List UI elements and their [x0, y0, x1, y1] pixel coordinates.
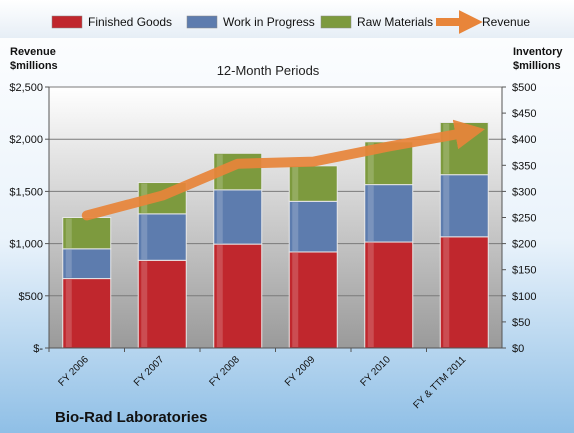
legend-label: Finished Goods — [88, 15, 172, 29]
bar-segment — [288, 251, 338, 349]
right-tick-label: $450 — [512, 108, 536, 120]
bar-highlight — [292, 166, 299, 201]
legend-label: Raw Materials — [357, 15, 433, 29]
right-tick-label: $400 — [512, 134, 536, 146]
plot-area — [49, 87, 502, 348]
bar-highlight — [65, 249, 72, 278]
bar-segment — [364, 184, 414, 243]
right-tick-label: $150 — [512, 265, 536, 277]
bar-segment — [213, 189, 263, 245]
left-tick-label: $1,500 — [9, 186, 43, 198]
bar-highlight — [443, 123, 450, 174]
bar-highlight — [367, 185, 374, 242]
bar-segment — [137, 259, 187, 349]
bar-segment — [62, 278, 112, 349]
company-name: Bio-Rad Laboratories — [55, 409, 208, 426]
right-axis-title-line1: Inventory — [513, 46, 563, 58]
right-tick-label: $50 — [512, 317, 530, 329]
bar-segment — [288, 200, 338, 253]
right-tick-label: $350 — [512, 160, 536, 172]
bar-highlight — [141, 214, 148, 260]
bar-highlight — [65, 279, 72, 347]
left-tick-label: $2,500 — [9, 82, 43, 94]
left-tick-label: $500 — [19, 291, 43, 303]
bar-highlight — [292, 252, 299, 347]
right-tick-label: $200 — [512, 239, 536, 251]
left-axis-title-line2: $millions — [10, 60, 58, 72]
bar-segment — [62, 217, 112, 250]
bar-segment — [439, 236, 489, 349]
subtitle: 12-Month Periods — [217, 63, 320, 78]
bar-segment — [137, 213, 187, 261]
legend-swatch — [320, 15, 352, 29]
bar-highlight — [367, 142, 374, 184]
bar-highlight — [443, 237, 450, 347]
legend-label: Work in Progress — [223, 15, 315, 29]
left-tick-label: $2,000 — [9, 134, 43, 146]
bar-highlight — [216, 190, 223, 244]
legend-swatch — [51, 15, 83, 29]
bar-highlight — [65, 218, 72, 248]
right-tick-label: $500 — [512, 82, 536, 94]
revenue-line-path — [81, 119, 485, 221]
bar-highlight — [292, 202, 299, 251]
bar-highlight — [216, 245, 223, 347]
revenue-line — [81, 119, 485, 221]
left-tick-label: $1,000 — [9, 239, 43, 251]
legend-label: Revenue — [482, 15, 530, 29]
legend: Finished Goods Work in Progress Raw Materi… — [0, 0, 574, 38]
bar-highlight — [141, 261, 148, 347]
left-axis-title-line1: Revenue — [10, 46, 56, 58]
right-axis-title-line2: $millions — [513, 60, 561, 72]
left-tick-label: $- — [33, 343, 43, 355]
bar-highlight — [367, 243, 374, 347]
legend-swatch — [186, 15, 218, 29]
bar-segment — [364, 241, 414, 349]
bar-highlight — [443, 175, 450, 236]
right-tick-label: $250 — [512, 213, 536, 225]
right-tick-label: $300 — [512, 186, 536, 198]
right-tick-label: $0 — [512, 343, 524, 355]
right-tick-label: $100 — [512, 291, 536, 303]
